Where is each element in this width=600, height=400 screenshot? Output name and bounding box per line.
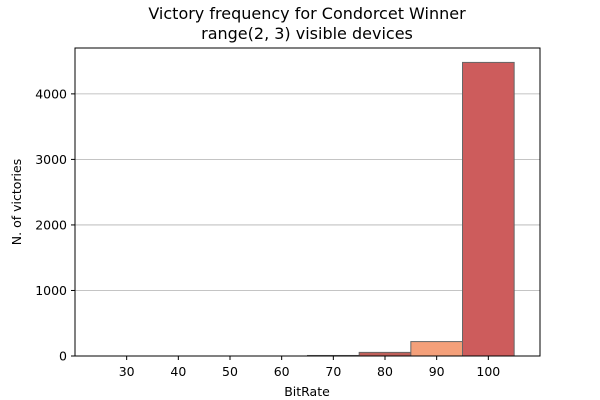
x-tick-label-80: 80: [377, 364, 393, 379]
bar-bin-80: [358, 351, 412, 357]
y-axis-ticks: 0 1000 2000 3000 4000: [35, 86, 75, 364]
x-tick-label-40: 40: [170, 364, 186, 379]
y-axis-label: N. of victories: [9, 159, 24, 245]
y-tick-label-4000: 4000: [35, 86, 67, 101]
y-tick-label-1000: 1000: [35, 283, 67, 298]
y-tick-label-3000: 3000: [35, 152, 67, 167]
x-tick-label-70: 70: [325, 364, 341, 379]
chart-title-line-2: range(2, 3) visible devices: [201, 24, 413, 43]
x-tick-label-100: 100: [476, 364, 500, 379]
x-axis-ticks: 30 40 50 60 70 80 90 100: [119, 356, 500, 379]
x-tick-label-90: 90: [429, 364, 445, 379]
y-tick-label-0: 0: [59, 349, 67, 364]
x-tick-label-30: 30: [119, 364, 135, 379]
x-axis-label: BitRate: [284, 384, 330, 399]
bar-bin-100: [462, 61, 515, 357]
plot-frame: [74, 47, 541, 357]
chart-title-line-1: Victory frequency for Condorcet Winner: [148, 4, 466, 23]
y-tick-label-2000: 2000: [35, 217, 67, 232]
x-tick-label-60: 60: [274, 364, 290, 379]
x-tick-label-50: 50: [222, 364, 238, 379]
bar-bin-90: [410, 341, 464, 357]
